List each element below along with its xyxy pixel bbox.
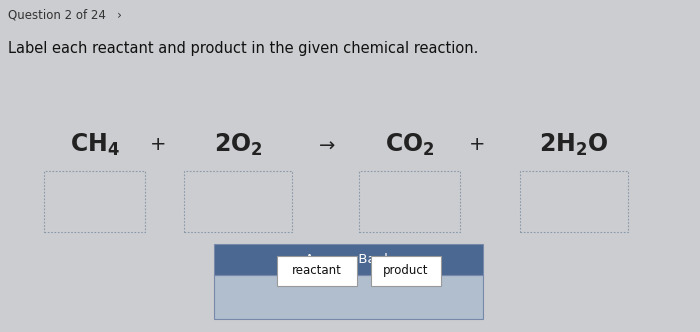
FancyBboxPatch shape bbox=[214, 276, 483, 319]
FancyBboxPatch shape bbox=[214, 244, 483, 276]
FancyBboxPatch shape bbox=[371, 256, 441, 286]
Text: Label each reactant and product in the given chemical reaction.: Label each reactant and product in the g… bbox=[8, 42, 479, 56]
Text: $\mathbf{CO_2}$: $\mathbf{CO_2}$ bbox=[385, 131, 434, 157]
Text: $\mathbf{CH_4}$: $\mathbf{CH_4}$ bbox=[69, 131, 120, 157]
Text: Answer Bank: Answer Bank bbox=[304, 253, 392, 266]
Text: $\rightarrow$: $\rightarrow$ bbox=[315, 135, 336, 154]
Text: $+$: $+$ bbox=[468, 135, 484, 154]
Text: $\mathbf{2O_2}$: $\mathbf{2O_2}$ bbox=[214, 131, 262, 157]
Text: Question 2 of 24   ›: Question 2 of 24 › bbox=[8, 8, 122, 21]
Text: $\mathbf{2H_2O}$: $\mathbf{2H_2O}$ bbox=[539, 131, 609, 157]
Text: $+$: $+$ bbox=[149, 135, 166, 154]
Text: reactant: reactant bbox=[292, 264, 342, 277]
FancyBboxPatch shape bbox=[276, 256, 357, 286]
Text: product: product bbox=[384, 264, 428, 277]
